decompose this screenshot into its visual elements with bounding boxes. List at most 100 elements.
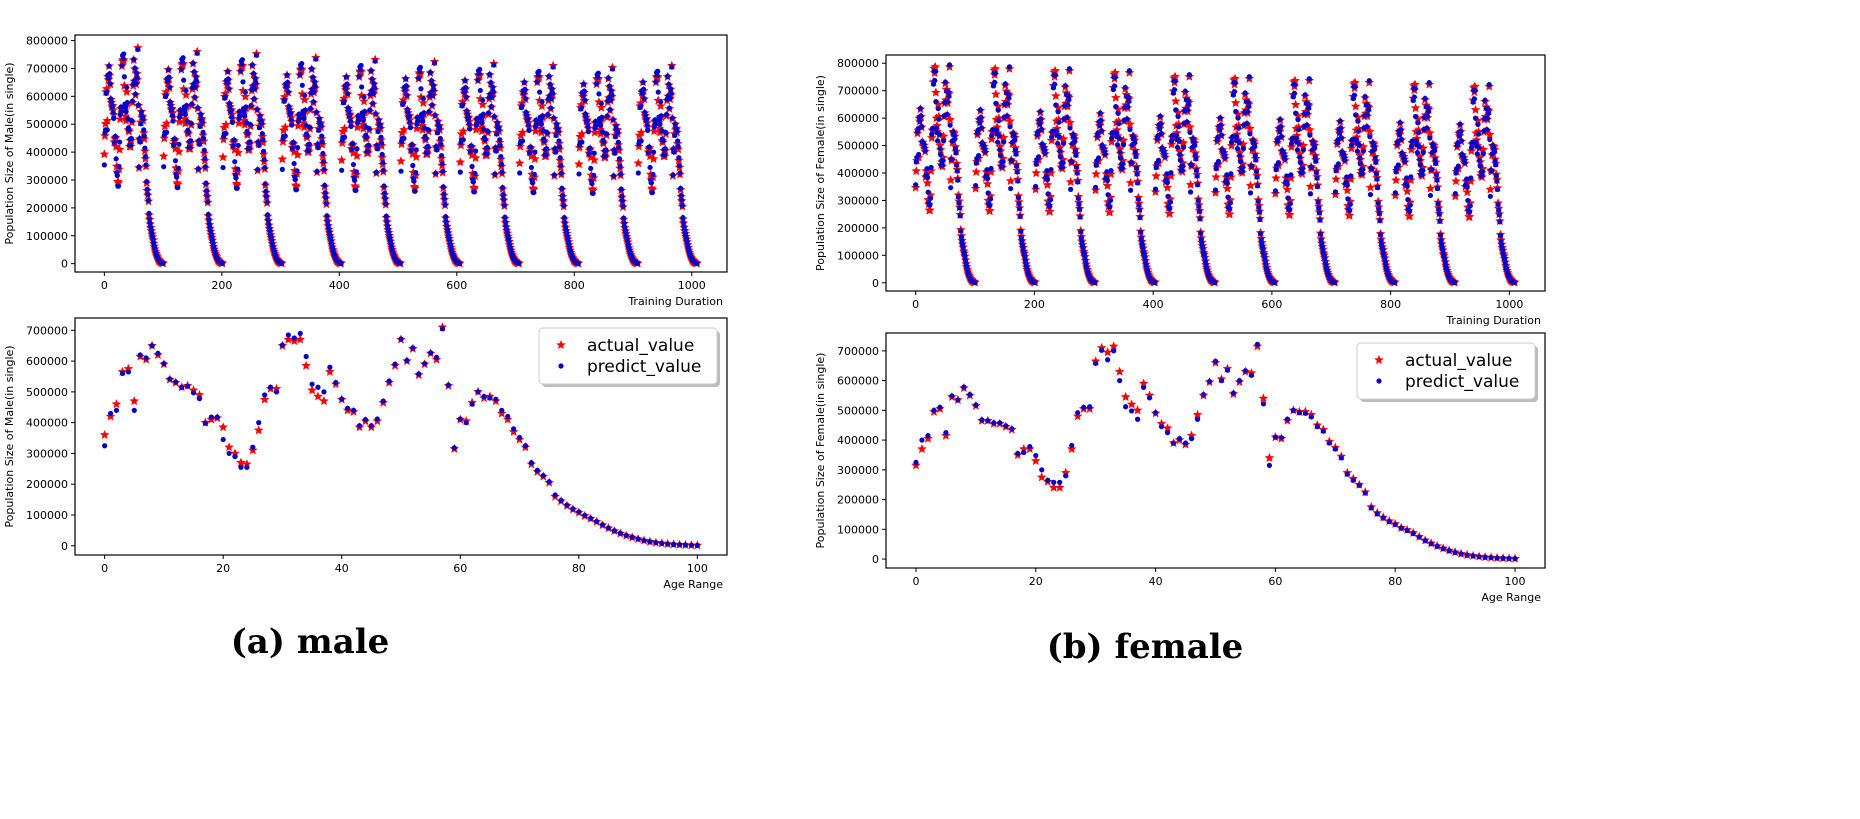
predict-point <box>1236 125 1242 131</box>
predict-point <box>168 102 174 108</box>
predict-point <box>314 168 320 175</box>
actual-point <box>1271 173 1281 183</box>
data-points <box>99 322 703 550</box>
predict-point <box>1074 170 1080 176</box>
predict-point <box>947 122 953 128</box>
actual-point <box>279 91 290 101</box>
actual-point <box>240 91 251 101</box>
predict-point <box>175 184 181 191</box>
predict-point <box>132 65 138 71</box>
predict-point <box>203 187 210 194</box>
predict-point <box>919 437 925 443</box>
predict-point <box>1332 189 1339 195</box>
predict-point <box>1164 171 1170 177</box>
predict-point <box>985 418 991 424</box>
predict-point <box>1155 157 1162 163</box>
predict-point <box>471 189 478 195</box>
actual-point <box>497 408 507 418</box>
predict-point <box>1456 133 1463 139</box>
predict-point <box>184 102 190 109</box>
predict-point <box>674 128 680 134</box>
predict-point <box>646 144 653 150</box>
actual-point <box>514 158 525 168</box>
actual-point <box>1344 210 1355 220</box>
y-tick-label: 100000 <box>26 509 68 522</box>
legend-label: actual_value <box>587 336 694 356</box>
predict-point <box>116 163 122 169</box>
predict-point <box>597 118 603 125</box>
predict-point <box>1419 172 1425 178</box>
predict-point <box>607 107 613 113</box>
predict-point <box>1236 139 1242 145</box>
predict-point <box>359 84 365 90</box>
predict-point <box>1284 173 1290 179</box>
predict-point <box>1436 206 1442 212</box>
predict-point <box>1069 159 1075 165</box>
actual-point <box>1108 341 1119 351</box>
x-tick-label: 0 <box>101 279 108 292</box>
predict-point <box>1186 102 1192 108</box>
predict-point <box>682 542 689 548</box>
predict-point <box>932 68 938 75</box>
y-tick-label: 500000 <box>26 118 68 131</box>
predict-point <box>1256 204 1262 210</box>
predict-point <box>304 133 310 139</box>
predict-point <box>1348 142 1355 148</box>
predict-point <box>940 138 947 144</box>
predict-point <box>125 116 131 122</box>
actual-point <box>1186 430 1197 440</box>
predict-point <box>461 89 468 95</box>
y-tick-label: 300000 <box>837 464 879 477</box>
predict-point <box>481 126 487 132</box>
predict-point <box>955 397 961 403</box>
predict-point <box>502 214 508 220</box>
predict-point <box>1198 230 1204 236</box>
predict-point <box>1187 189 1194 195</box>
predict-point <box>952 135 958 142</box>
actual-point <box>1049 482 1059 492</box>
predict-point <box>680 220 687 226</box>
actual-point <box>299 94 310 104</box>
actual-point <box>577 128 587 138</box>
predict-point <box>440 184 446 190</box>
predict-point <box>165 79 171 85</box>
predict-point <box>1157 126 1163 132</box>
predict-point <box>610 116 616 123</box>
predict-point <box>936 116 942 122</box>
predict-point <box>1480 151 1486 157</box>
predict-point <box>522 443 529 449</box>
predict-point <box>1313 169 1320 176</box>
predict-point <box>1244 120 1250 127</box>
predict-point <box>403 76 409 82</box>
actual-point <box>123 363 134 373</box>
predict-point <box>1357 155 1363 161</box>
actual-point <box>1126 399 1137 409</box>
predict-point <box>1417 156 1423 163</box>
actual-point <box>115 114 125 124</box>
predict-point <box>1470 553 1476 559</box>
predict-point <box>1212 187 1219 193</box>
predict-point <box>548 105 554 111</box>
predict-point <box>603 147 609 153</box>
predict-point <box>653 540 659 546</box>
predict-point <box>988 165 994 172</box>
predict-point <box>1254 174 1260 180</box>
predict-point <box>107 410 114 417</box>
predict-point <box>366 142 372 148</box>
predict-point <box>1476 554 1482 560</box>
predict-point <box>339 396 345 402</box>
predict-point <box>1033 452 1039 459</box>
predict-point <box>1344 182 1350 188</box>
predict-point <box>592 118 599 125</box>
predict-point <box>604 113 610 119</box>
predict-point <box>1258 231 1264 237</box>
predict-point <box>193 78 200 84</box>
predict-point <box>930 125 936 131</box>
predict-point <box>481 393 487 400</box>
predict-point <box>629 534 635 540</box>
actual-point <box>1042 180 1053 189</box>
predict-point <box>522 95 529 102</box>
predict-point <box>1378 237 1384 243</box>
predict-point <box>185 383 191 389</box>
predict-point <box>605 525 612 531</box>
